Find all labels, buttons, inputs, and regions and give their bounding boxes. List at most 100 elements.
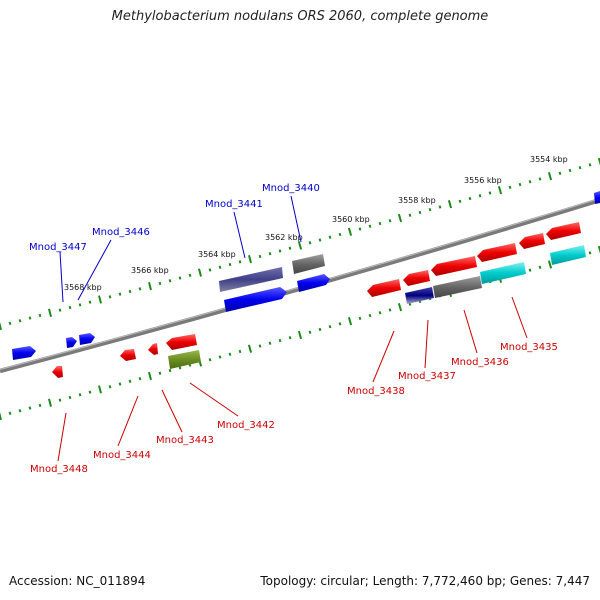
- minor-tick: [508, 185, 512, 189]
- genome-summary-text: Topology: circular; Length: 7,772,460 bp…: [260, 574, 590, 588]
- reverse-genes: [52, 222, 586, 378]
- scale-label: 3564 kbp: [198, 250, 236, 259]
- minor-tick: [288, 246, 292, 250]
- gene-arrow[interactable]: [477, 243, 517, 262]
- major-tick: [397, 213, 403, 223]
- minor-tick: [68, 395, 72, 400]
- minor-tick: [138, 287, 142, 291]
- minor-tick: [88, 390, 92, 394]
- gene-arrow[interactable]: [297, 274, 330, 292]
- minor-tick: [308, 241, 312, 245]
- leader-line: [233, 211, 246, 259]
- minor-tick: [8, 321, 12, 325]
- gene-arrow[interactable]: [120, 349, 136, 361]
- minor-tick: [418, 210, 422, 215]
- minor-tick: [268, 341, 272, 345]
- minor-tick: [358, 316, 362, 320]
- gene-label-mnod-3444[interactable]: Mnod_3444: [93, 450, 151, 461]
- gene-label-mnod-3447[interactable]: Mnod_3447: [29, 242, 87, 253]
- minor-tick: [18, 409, 22, 413]
- gene-arrow[interactable]: [405, 287, 434, 304]
- scale-label: 3566 kbp: [131, 266, 169, 275]
- minor-tick: [368, 313, 372, 318]
- gene-label-mnod-3442[interactable]: Mnod_3442: [217, 420, 275, 431]
- gene-label-mnod-3443[interactable]: Mnod_3443: [156, 435, 214, 446]
- minor-tick: [578, 166, 582, 170]
- gene-arrow[interactable]: [431, 256, 477, 276]
- minor-tick: [458, 199, 462, 203]
- gene-arrow[interactable]: [168, 350, 201, 369]
- minor-tick: [368, 224, 372, 228]
- minor-tick: [408, 302, 412, 306]
- minor-tick: [318, 238, 322, 242]
- leader-line: [463, 309, 478, 354]
- minor-tick: [158, 281, 162, 286]
- gene-arrow[interactable]: [292, 254, 325, 274]
- minor-tick: [438, 205, 442, 209]
- minor-tick: [178, 366, 182, 370]
- gene-arrow[interactable]: [12, 346, 36, 360]
- accession-text: Accession: NC_011894: [9, 574, 146, 588]
- scale-label: 3568 kbp: [64, 283, 102, 292]
- major-tick: [248, 255, 252, 264]
- gene-label-mnod-3441[interactable]: Mnod_3441: [205, 199, 263, 210]
- major-tick: [347, 227, 353, 236]
- minor-tick: [288, 336, 292, 340]
- minor-tick: [468, 196, 472, 201]
- gene-arrow[interactable]: [52, 366, 63, 378]
- gene-label-mnod-3436[interactable]: Mnod_3436: [451, 357, 509, 368]
- minor-tick: [488, 191, 492, 195]
- major-tick: [98, 385, 102, 394]
- minor-tick: [258, 254, 262, 259]
- gene-arrow[interactable]: [519, 233, 545, 249]
- gene-arrow[interactable]: [480, 262, 526, 284]
- minor-tick: [278, 338, 282, 343]
- gene-arrow[interactable]: [166, 334, 197, 350]
- gene-label-mnod-3435[interactable]: Mnod_3435: [500, 342, 558, 353]
- gene-arrow[interactable]: [66, 337, 77, 348]
- minor-tick: [528, 268, 532, 272]
- gene-arrow[interactable]: [219, 267, 283, 292]
- map-title: Methylobacterium nodulans ORS 2060, comp…: [111, 9, 489, 24]
- minor-tick: [218, 355, 222, 359]
- leader-line: [511, 296, 528, 339]
- leader-line: [77, 239, 112, 301]
- gene-arrow[interactable]: [403, 270, 430, 286]
- gene-arrow[interactable]: [79, 333, 95, 345]
- minor-tick: [208, 358, 212, 362]
- gene-arrow[interactable]: [224, 287, 287, 312]
- scale-label: 3560 kbp: [332, 215, 370, 224]
- gene-arrow[interactable]: [550, 245, 586, 265]
- scale-labels: 3554 kbp 3556 kbp 3558 kbp 3560 kbp 3562…: [64, 155, 568, 292]
- major-tick: [397, 303, 403, 312]
- minor-tick: [188, 273, 192, 277]
- leader-line: [59, 251, 64, 303]
- minor-tick: [388, 308, 392, 312]
- gene-label-mnod-3448[interactable]: Mnod_3448: [30, 464, 88, 475]
- minor-tick: [258, 344, 262, 348]
- minor-tick: [128, 289, 132, 294]
- scale-label: 3556 kbp: [464, 176, 502, 185]
- major-tick: [597, 157, 600, 166]
- minor-tick: [168, 368, 172, 373]
- minor-tick: [538, 177, 542, 181]
- gene-arrow[interactable]: [546, 222, 581, 240]
- gene-label-mnod-3440[interactable]: Mnod_3440: [262, 183, 320, 194]
- minor-tick: [328, 235, 332, 239]
- gene-arrow[interactable]: [148, 343, 158, 355]
- minor-tick: [228, 262, 232, 267]
- minor-tick: [408, 213, 412, 217]
- gene-label-mnod-3438[interactable]: Mnod_3438: [347, 386, 405, 397]
- minor-tick: [28, 316, 32, 320]
- scale-label: 3554 kbp: [530, 155, 568, 164]
- gene-label-mnod-3446[interactable]: Mnod_3446: [92, 227, 150, 238]
- gene-arrow[interactable]: [594, 191, 600, 204]
- minor-tick: [168, 279, 172, 283]
- minor-tick: [118, 382, 122, 386]
- major-tick: [48, 398, 52, 407]
- gene-label-mnod-3437[interactable]: Mnod_3437: [398, 371, 456, 382]
- gene-arrow[interactable]: [433, 276, 482, 298]
- gene-arrow[interactable]: [367, 279, 401, 297]
- minor-tick: [138, 377, 142, 381]
